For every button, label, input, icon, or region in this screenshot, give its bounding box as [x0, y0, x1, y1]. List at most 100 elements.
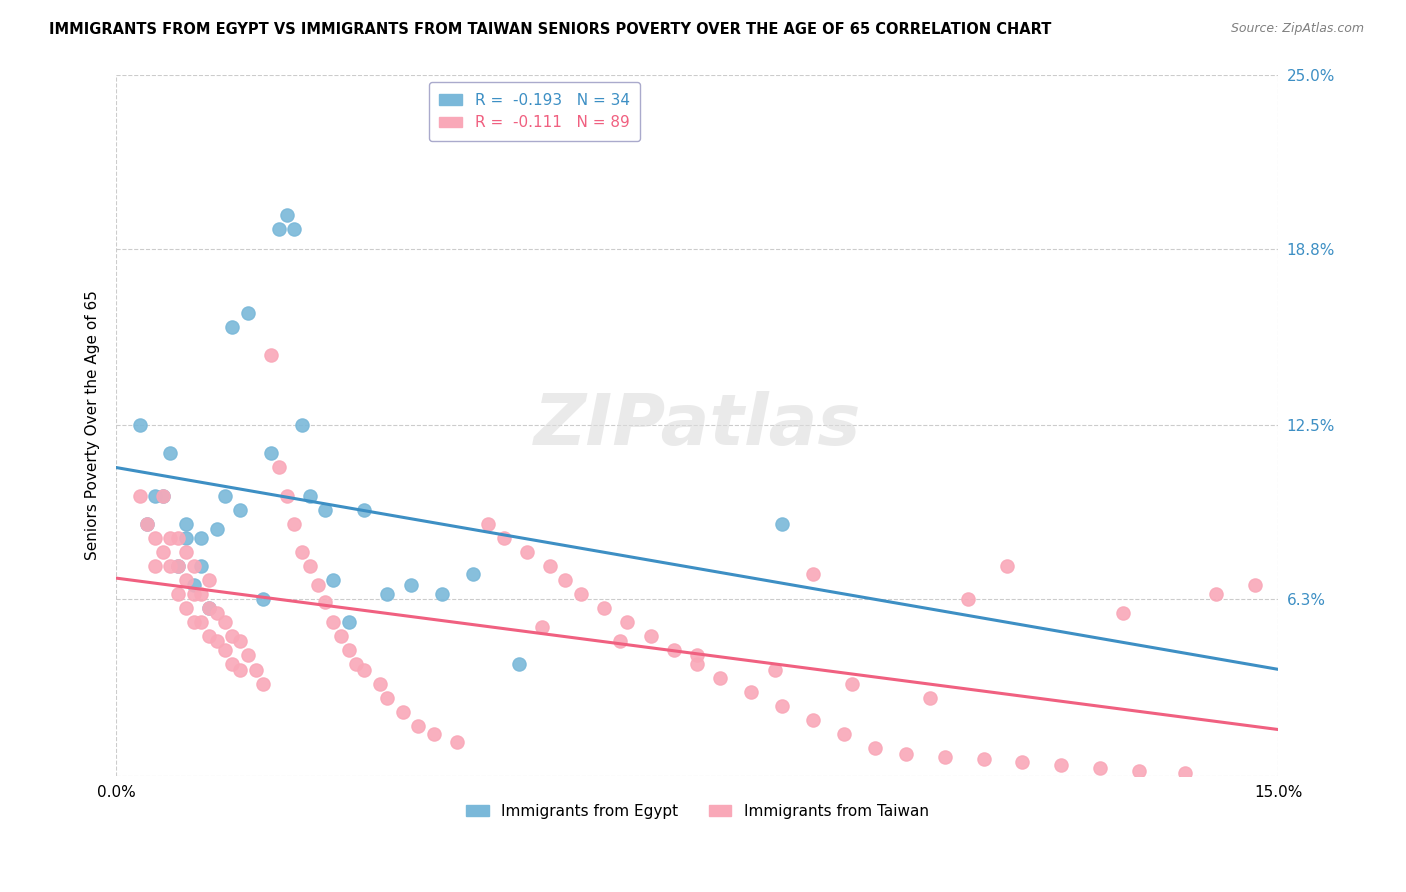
Point	[740, 685, 762, 699]
Point	[174, 516, 197, 531]
Point	[198, 573, 221, 587]
Point	[267, 222, 290, 236]
Point	[267, 460, 290, 475]
Point	[236, 306, 259, 320]
Point	[198, 600, 221, 615]
Point	[337, 615, 360, 629]
Point	[377, 587, 399, 601]
Point	[516, 544, 538, 558]
Point	[1174, 766, 1197, 780]
Point	[221, 320, 243, 334]
Point	[841, 676, 863, 690]
Point	[957, 592, 980, 607]
Point	[616, 615, 638, 629]
Point	[283, 516, 305, 531]
Point	[143, 489, 166, 503]
Point	[174, 544, 197, 558]
Point	[183, 578, 205, 592]
Point	[1243, 578, 1265, 592]
Point	[245, 663, 267, 677]
Point	[686, 657, 709, 671]
Point	[190, 531, 212, 545]
Point	[260, 348, 283, 362]
Point	[609, 634, 631, 648]
Point	[834, 727, 856, 741]
Point	[221, 629, 243, 643]
Point	[801, 713, 824, 727]
Point	[461, 567, 484, 582]
Point	[770, 698, 793, 713]
Text: ZIPatlas: ZIPatlas	[533, 391, 860, 460]
Point	[159, 558, 181, 573]
Point	[492, 531, 515, 545]
Point	[392, 705, 415, 719]
Point	[1205, 587, 1227, 601]
Point	[329, 629, 352, 643]
Point	[593, 600, 616, 615]
Point	[159, 446, 181, 460]
Point	[538, 558, 561, 573]
Point	[152, 489, 174, 503]
Point	[1088, 761, 1111, 775]
Point	[569, 587, 592, 601]
Point	[446, 735, 468, 749]
Point	[1112, 607, 1135, 621]
Point	[252, 592, 274, 607]
Point	[136, 516, 159, 531]
Point	[344, 657, 367, 671]
Text: Source: ZipAtlas.com: Source: ZipAtlas.com	[1230, 22, 1364, 36]
Point	[183, 587, 205, 601]
Point	[221, 657, 243, 671]
Point	[252, 676, 274, 690]
Point	[183, 558, 205, 573]
Point	[973, 752, 995, 766]
Point	[995, 558, 1018, 573]
Point	[477, 516, 499, 531]
Point	[167, 558, 190, 573]
Point	[709, 671, 731, 685]
Point	[770, 516, 793, 531]
Point	[307, 578, 329, 592]
Point	[276, 208, 298, 222]
Point	[159, 531, 181, 545]
Point	[229, 502, 252, 516]
Point	[314, 595, 336, 609]
Point	[174, 573, 197, 587]
Point	[322, 615, 344, 629]
Point	[399, 578, 422, 592]
Point	[183, 615, 205, 629]
Point	[229, 663, 252, 677]
Point	[205, 522, 228, 536]
Point	[508, 657, 530, 671]
Point	[423, 727, 446, 741]
Point	[214, 489, 236, 503]
Point	[934, 749, 956, 764]
Point	[865, 741, 887, 756]
Point	[152, 544, 174, 558]
Point	[430, 587, 453, 601]
Point	[353, 663, 375, 677]
Point	[531, 620, 554, 634]
Point	[190, 558, 212, 573]
Point	[128, 489, 150, 503]
Point	[143, 531, 166, 545]
Legend: Immigrants from Egypt, Immigrants from Taiwan: Immigrants from Egypt, Immigrants from T…	[460, 797, 935, 825]
Point	[918, 690, 941, 705]
Point	[686, 648, 709, 663]
Point	[190, 615, 212, 629]
Point	[205, 607, 228, 621]
Point	[283, 222, 305, 236]
Point	[640, 629, 662, 643]
Point	[291, 544, 314, 558]
Point	[236, 648, 259, 663]
Y-axis label: Seniors Poverty Over the Age of 65: Seniors Poverty Over the Age of 65	[86, 291, 100, 560]
Point	[1128, 764, 1150, 778]
Point	[167, 531, 190, 545]
Point	[337, 643, 360, 657]
Point	[167, 558, 190, 573]
Point	[128, 418, 150, 433]
Point	[205, 634, 228, 648]
Point	[214, 643, 236, 657]
Point	[136, 516, 159, 531]
Point	[198, 629, 221, 643]
